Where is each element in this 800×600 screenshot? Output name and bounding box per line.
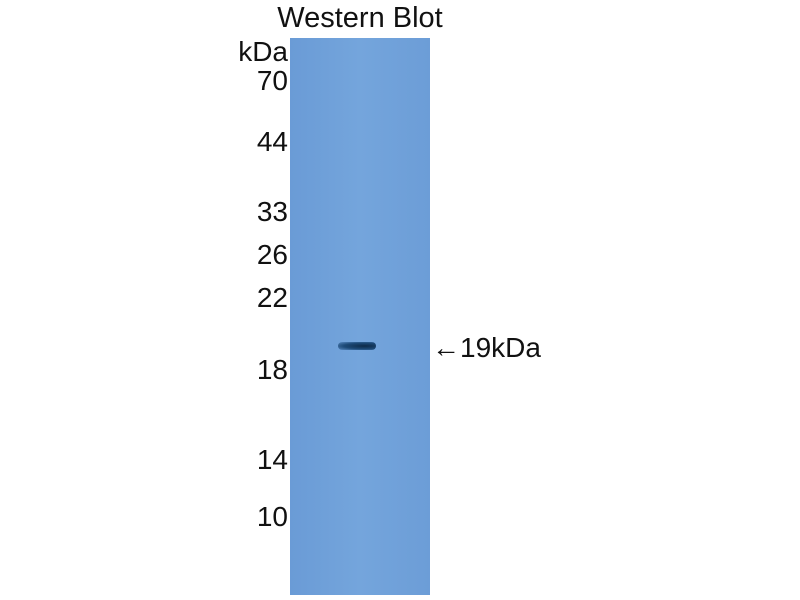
marker-33: 33	[256, 196, 288, 227]
figure-title: Western Blot	[277, 2, 443, 34]
marker-26: 26	[256, 239, 288, 270]
marker-70: 70	[256, 65, 288, 96]
marker-22: 22	[256, 282, 288, 313]
marker-44: 44	[256, 126, 288, 157]
blot-membrane	[290, 38, 430, 595]
marker-14: 14	[256, 444, 288, 475]
unit-label: kDa	[238, 36, 288, 67]
marker-10: 10	[256, 501, 288, 532]
band-annotation: ←19kDa	[432, 332, 541, 363]
protein-band	[338, 342, 376, 350]
marker-18: 18	[256, 354, 288, 385]
